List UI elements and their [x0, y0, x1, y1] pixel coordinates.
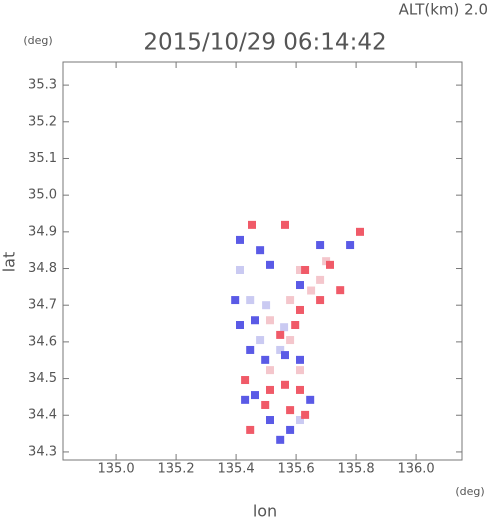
data-point: [296, 281, 304, 290]
data-point: [241, 395, 250, 404]
data-point: [286, 406, 295, 415]
x-tick-label: 135.8: [337, 462, 374, 477]
data-point: [276, 345, 285, 354]
data-point: [266, 416, 274, 425]
data-point: [296, 385, 304, 394]
data-point: [316, 241, 325, 250]
data-point: [296, 305, 304, 314]
data-point: [281, 220, 289, 229]
data-point: [246, 425, 255, 434]
data-point: [236, 321, 244, 330]
data-point: [316, 296, 325, 305]
x-unit: (deg): [455, 485, 484, 498]
data-point: [291, 321, 300, 330]
x-tick-label: 135.0: [97, 462, 134, 477]
data-point: [266, 366, 274, 375]
data-point: [248, 220, 256, 229]
data-point: [266, 316, 274, 325]
data-point: [246, 296, 255, 305]
x-tick-label: 136.0: [397, 462, 434, 477]
data-point: [246, 345, 255, 354]
y-tick-label: 34.4: [28, 408, 57, 423]
y-unit: (deg): [23, 34, 52, 47]
y-tick-label: 35.3: [28, 78, 57, 93]
data-point: [306, 395, 315, 404]
y-tick-label: 35.1: [28, 151, 57, 166]
y-tick-label: 34.3: [28, 444, 57, 459]
data-point: [346, 241, 355, 250]
data-point: [281, 351, 289, 360]
y-tick-label: 34.5: [28, 371, 57, 386]
data-point: [256, 246, 265, 255]
data-point: [296, 265, 304, 274]
data-point: [326, 260, 334, 269]
y-tick-label: 34.8: [28, 261, 57, 276]
data-point: [241, 376, 250, 385]
data-point: [261, 400, 270, 409]
data-point: [280, 323, 289, 332]
data-point: [256, 336, 265, 345]
data-point: [316, 275, 325, 284]
data-point: [286, 296, 295, 305]
data-point: [236, 235, 244, 244]
data-point: [336, 286, 345, 295]
data-point: [296, 366, 304, 375]
y-tick-label: 35.0: [28, 188, 57, 203]
annotation: ALT(km) 2.0: [399, 1, 488, 19]
y-tick-label: 35.2: [28, 114, 57, 129]
data-point: [286, 336, 295, 345]
data-point: [276, 330, 285, 339]
x-tick-label: 135.4: [217, 462, 254, 477]
x-tick-label: 135.2: [157, 462, 194, 477]
data-point: [251, 316, 259, 325]
data-point: [296, 355, 304, 364]
y-tick-label: 34.7: [28, 298, 57, 313]
data-point: [262, 301, 271, 310]
data-point: [301, 410, 310, 419]
data-point: [301, 265, 310, 274]
data-point: [251, 391, 259, 400]
chart-title: 2015/10/29 06:14:42: [143, 30, 386, 56]
x-axis-label: lon: [253, 502, 277, 521]
y-tick-label: 34.6: [28, 334, 57, 349]
data-point: [286, 425, 295, 434]
data-point: [261, 355, 270, 364]
data-point: [276, 435, 285, 444]
y-axis-label: lat: [0, 252, 19, 273]
data-point: [296, 416, 304, 425]
data-point: [236, 265, 244, 274]
data-point: [231, 296, 240, 305]
plot-frame: [62, 61, 463, 461]
data-point: [266, 385, 274, 394]
data-point: [307, 286, 316, 295]
data-point: [281, 380, 289, 389]
data-point: [356, 227, 364, 236]
y-tick-label: 34.9: [28, 224, 57, 239]
x-tick-label: 135.6: [277, 462, 314, 477]
data-point: [266, 260, 274, 269]
